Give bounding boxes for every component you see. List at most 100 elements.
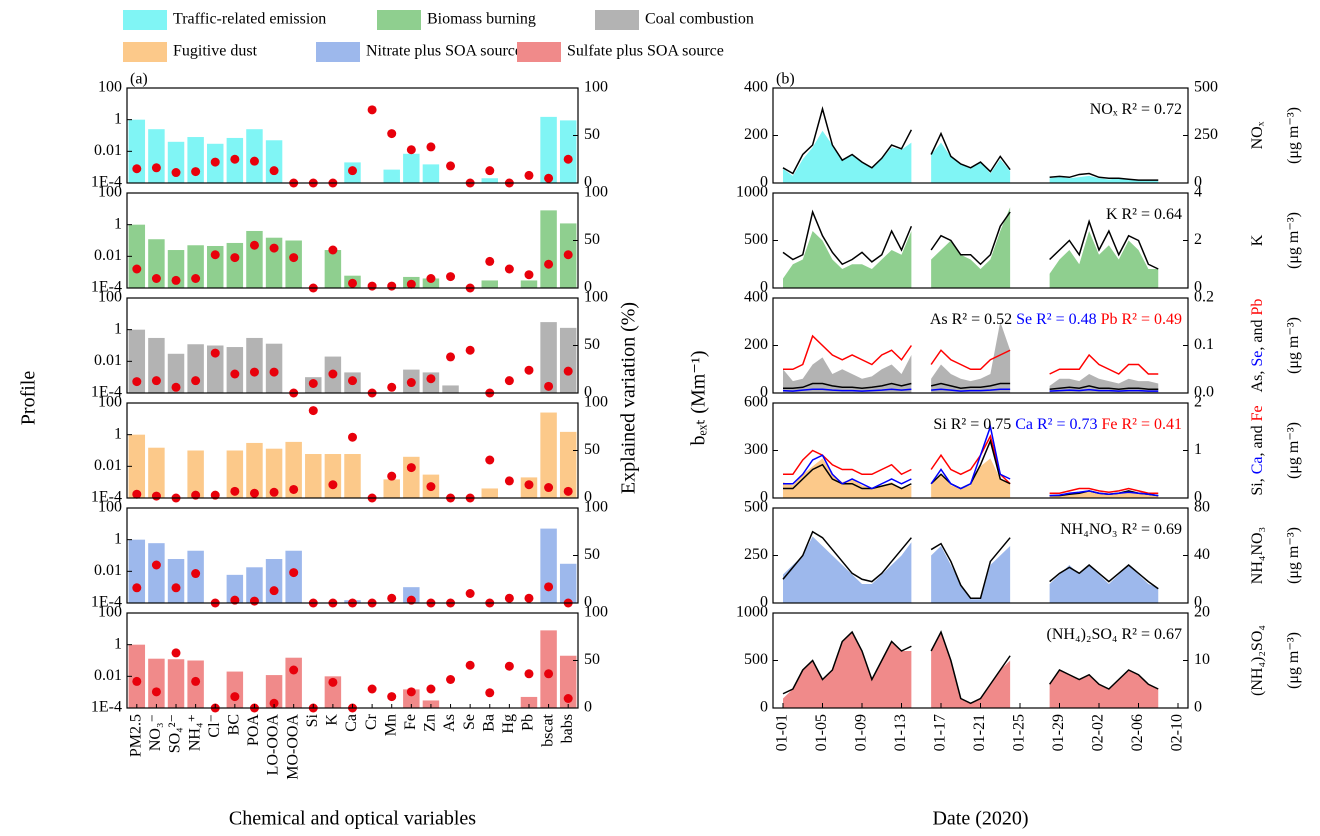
explained-point [230,486,240,496]
y2-tick-label: 0 [584,384,592,401]
bar [265,448,283,498]
bar [481,280,498,288]
legend-swatch [123,10,167,30]
y2-axis-title-part: Si, [1249,474,1266,495]
bar [148,543,165,603]
y2-tick-label: 100 [584,499,608,516]
y-tick-label: 1E-4 [91,594,122,611]
legend-swatch [517,42,561,62]
bar [324,676,342,708]
explained-point [171,382,181,392]
bar [128,644,146,708]
annotation-part: Pb R² = 0.49 [1101,311,1182,328]
bar [187,450,204,498]
y2-tick-label: 0 [584,699,592,716]
explained-point [210,490,220,500]
explained-point [191,569,201,579]
bar [207,345,224,393]
x-tick-label: LO-OOA [265,714,282,776]
bar [128,434,146,498]
explained-point [249,240,259,250]
y-tick-label: 100 [98,184,122,201]
line [782,106,1159,181]
y2-tick-label: 100 [584,394,608,411]
explained-point [524,593,534,603]
bar [246,567,263,603]
y2-tick-label: 2 [1194,231,1202,248]
explained-point [387,281,397,291]
y2-tick-label: 2 [1194,394,1202,411]
explained-point [348,376,357,386]
explained-point [269,487,279,497]
explained-point [544,669,554,679]
legend-swatch [377,10,421,30]
y2-tick-label: 4 [1194,184,1202,201]
explained-point [524,365,534,375]
panel-label: (b) [776,71,795,88]
explained-point [485,688,495,698]
y2-axis-title: As, Se, and Pb [1249,299,1266,393]
y-tick-label: 0 [760,699,768,716]
line [783,334,1159,375]
explained-point [485,256,495,266]
y2-axis-title-part: NH₄NO₃ [1249,527,1266,584]
y2-axis-title: K [1249,234,1266,246]
bar [226,671,244,708]
explained-point [485,166,495,176]
y2-axis-title-part: (μg m⁻³) [1285,527,1302,584]
x-tick-label: K [324,714,341,726]
legend-swatch [123,42,167,62]
x-tick-label: 01-01 [774,714,791,751]
bar [540,210,557,288]
x-tick-label: Pb [520,714,537,731]
bar [128,329,146,393]
x-tick-label: 01-13 [892,714,909,751]
explained-point [151,274,161,283]
x-tick-label: SO₄²⁻ [167,714,184,753]
explained-point [269,586,279,596]
x-tick-label: Mn [382,714,399,736]
line [783,423,1159,497]
bar [226,450,244,498]
bar [187,137,204,183]
bar [285,441,302,498]
explained-point [191,167,201,177]
bar [540,116,557,183]
y2-axis-title-part: Fe [1249,405,1266,421]
explained-point [210,348,220,358]
annotation-part: NH₄NO₃ R² = 0.69 [1060,521,1182,538]
area [783,207,1159,288]
bar [285,240,302,288]
bar [226,242,244,288]
y2-axis-title: (μg m⁻³) [1285,107,1302,164]
y2-axis-title-part: (μg m⁻³) [1285,212,1302,269]
y2-tick-label: 1 [1194,441,1202,458]
explained-point [563,486,573,496]
legend-swatch [316,42,360,62]
x-tick-label: Fe [402,714,419,730]
bar [148,447,165,498]
explained-point [230,154,240,164]
y2-tick-label: 50 [584,441,600,458]
x-tick-label: 01-05 [813,714,830,751]
y2-axis-title: (μg m⁻³) [1285,317,1302,374]
annotation-part: As R² = 0.52 [930,311,1016,328]
y-tick-label: 0 [760,384,768,401]
bar [540,412,557,498]
y2-tick-label: 50 [584,126,600,143]
bar [265,675,283,708]
annotation-part: Fe R² = 0.41 [1102,416,1183,433]
bar [559,327,577,393]
y2-axis-title: Explained variation (%) [618,302,640,494]
y2-axis-title: (NH₄)₂SO₄ [1249,625,1266,696]
annotation: NH₄NO₃ R² = 0.69 [1060,521,1182,538]
bar [540,630,557,708]
y-tick-label: 1 [114,320,122,337]
y2-axis-title-part: (μg m⁻³) [1285,317,1302,374]
explained-point [328,677,338,687]
explained-point [171,583,181,593]
explained-point [426,374,436,384]
explained-point [387,129,397,139]
bar [167,659,185,708]
y-tick-label: 500 [744,499,768,516]
